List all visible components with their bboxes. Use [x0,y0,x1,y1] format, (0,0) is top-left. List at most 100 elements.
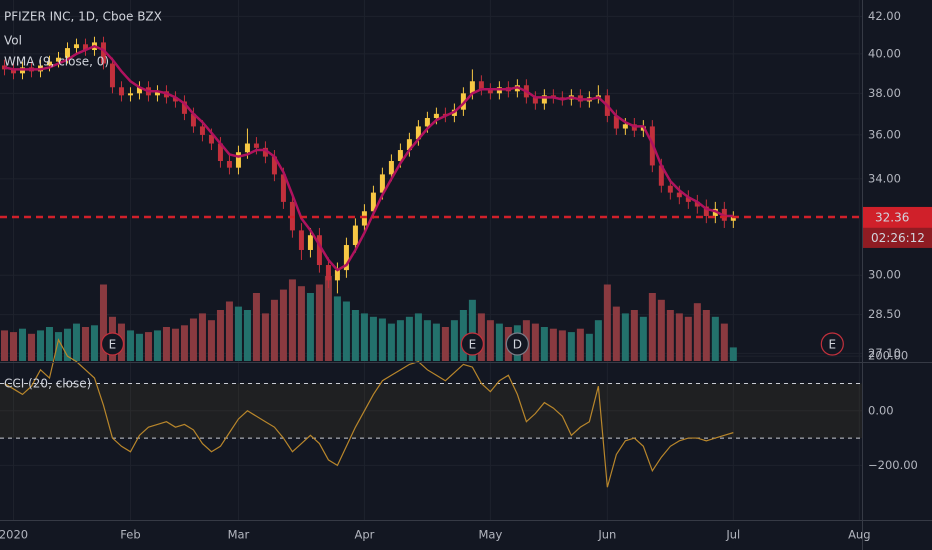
event-marker [100,332,125,356]
volume-bar [144,332,152,361]
volume-bar [261,313,269,361]
volume-bar [189,318,197,361]
candle-body [190,113,196,127]
x-tick-label: Jun [597,528,616,542]
candle-body [280,174,286,202]
cci-label: CCI (20, close) [4,377,91,391]
volume-bar [405,316,413,361]
candle-body [622,124,628,129]
volume-bar [378,318,386,361]
volume-bar [396,320,404,361]
candle-body [298,230,304,250]
volume-bar [9,332,17,361]
volume-bar [657,299,665,361]
volume-bar [720,323,728,361]
volume-bar [666,310,674,361]
event-label: E [469,338,477,352]
volume-bar [90,325,98,361]
volume-bar [495,323,503,361]
candle-body [424,118,430,127]
volume-bar [135,333,143,361]
volume-bar [126,330,134,361]
candle-body [199,126,205,135]
volume-bar [180,325,188,361]
y-tick-label: 28.50 [868,307,901,321]
candle-body [667,185,673,193]
volume-bar [693,303,701,361]
volume-bar [162,327,170,361]
candle-body [325,265,331,281]
volume-bar [711,316,719,361]
candle-body [685,197,691,202]
volume-bar [675,313,683,361]
volume-bar [0,330,8,361]
volume-bar [153,330,161,361]
volume-bar [576,328,584,361]
candle-body [388,161,394,175]
volume-bar [387,323,395,361]
y-tick-label: 27.10 [868,346,901,360]
cci-tick-label: −200.00 [868,458,918,472]
volume-bar [252,293,260,361]
candle-body [415,126,421,140]
candle-body [64,48,70,58]
candle-body [316,235,322,266]
grid [0,0,862,520]
volume-bar [441,327,449,361]
volume-bar [234,306,242,361]
candle-body [370,192,376,212]
candle-body [658,165,664,186]
event-marker [460,332,484,356]
candle-body [361,211,367,226]
volume-bar [342,301,350,361]
candle-body [343,245,349,271]
candle-body [73,44,79,49]
volume-bar [540,327,548,361]
volume-bar [243,310,251,361]
volume-bar [63,328,71,361]
candle-body [271,156,277,175]
volume-bar [702,310,710,361]
volume-bar [306,293,314,361]
volume-bar [333,296,341,361]
candle-body [469,81,475,94]
event-label: E [829,338,837,352]
cci-band-fill [0,383,862,439]
cci-line [4,338,734,488]
volume-bar [621,313,629,361]
volume-bar [54,332,62,361]
y-tick-label: 40.00 [868,46,901,60]
y-tick-label: 34.00 [868,171,901,185]
candle-body [55,57,61,62]
candle-body [136,87,142,94]
volume-bar [603,284,611,361]
candle-body [244,143,250,153]
cci-tick-label: 200.00 [868,349,908,363]
x-tick-label: Aug [848,528,870,542]
volume-bar [279,289,287,361]
volume-bar [432,323,440,361]
candle-body [352,225,358,246]
volume-bar [297,286,305,361]
volume-bar [612,306,620,361]
x-tick-label: Mar [228,528,250,542]
y-tick-label: 42.00 [868,9,901,23]
volume-bar [468,299,476,361]
volume-bar [18,328,26,361]
candle-body [109,63,115,88]
candle-body [478,81,484,90]
cci-tick-label: 0.00 [868,403,894,417]
volume-bar [684,316,692,361]
volume-bar [486,320,494,361]
countdown-label: 02:26:12 [871,231,925,245]
candle-body [541,95,547,104]
volume-bar [450,320,458,361]
volume-bar [288,279,296,361]
candle-body [613,115,619,129]
x-tick-label: Feb [120,528,140,542]
candle-body [694,201,700,207]
candle-body [10,69,16,74]
candle-body [730,216,736,221]
